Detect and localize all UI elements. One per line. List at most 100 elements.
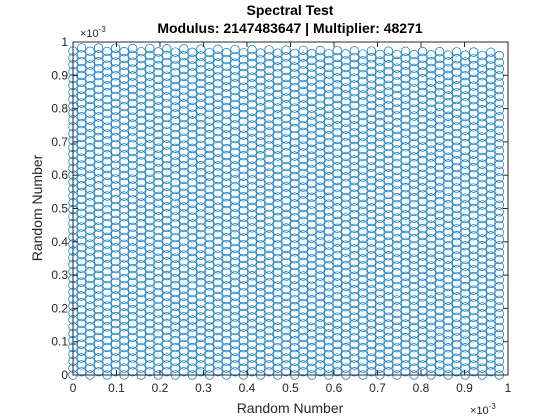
data-point [307, 76, 317, 86]
data-point [443, 132, 453, 142]
data-point [366, 53, 377, 63]
data-point [162, 71, 172, 81]
data-point [341, 165, 351, 175]
data-point [213, 305, 223, 315]
data-point [213, 113, 223, 123]
data-point [136, 335, 146, 346]
data-point [153, 267, 163, 277]
data-point [238, 363, 249, 373]
data-point [452, 142, 462, 152]
data-point [145, 270, 155, 281]
data-point [298, 360, 308, 370]
data-point [400, 305, 411, 316]
data-point [426, 104, 436, 114]
data-point [392, 343, 402, 353]
data-point [196, 229, 206, 240]
y-tick-label: 0.4 [51, 235, 68, 249]
data-point [383, 94, 394, 104]
data-point [272, 295, 283, 305]
data-point [298, 250, 308, 261]
data-point [145, 188, 155, 198]
data-point [187, 136, 198, 147]
data-point [307, 103, 317, 113]
data-point [119, 170, 129, 181]
data-point [238, 336, 249, 346]
data-point [375, 104, 385, 114]
data-point [93, 250, 104, 260]
data-point [358, 240, 368, 250]
data-point [170, 88, 180, 98]
data-point [110, 284, 121, 294]
data-point [102, 74, 112, 84]
data-point [460, 295, 470, 305]
data-point [230, 58, 240, 68]
data-point [213, 367, 223, 377]
data-point [110, 270, 121, 281]
data-point [204, 329, 215, 339]
data-point [145, 153, 155, 164]
data-point [392, 70, 402, 80]
data-point [230, 133, 240, 144]
data-point [136, 115, 146, 126]
data-point [204, 288, 215, 298]
data-point [486, 115, 496, 125]
data-point [247, 250, 257, 260]
data-point [358, 131, 368, 141]
data-point [128, 140, 138, 150]
data-point [434, 353, 445, 363]
data-point [460, 336, 470, 346]
x-tick-label: 0.2 [152, 381, 169, 395]
data-point [221, 233, 232, 243]
data-point [307, 172, 317, 182]
data-point [179, 64, 189, 75]
data-point [110, 133, 121, 143]
data-point [494, 50, 504, 61]
data-point [136, 329, 146, 339]
data-point [264, 216, 274, 226]
data-point [290, 260, 300, 271]
data-point [494, 98, 504, 108]
data-point [128, 353, 138, 363]
data-point [460, 84, 470, 94]
data-point [272, 171, 283, 182]
data-point [486, 285, 496, 295]
data-point [383, 148, 394, 159]
data-point [434, 271, 445, 282]
data-point [247, 195, 257, 206]
data-point [290, 267, 300, 278]
data-point [486, 224, 496, 234]
data-point [247, 86, 257, 96]
data-point [452, 305, 462, 316]
data-point [417, 128, 428, 138]
data-point [264, 141, 274, 151]
data-point [153, 212, 163, 222]
data-point [136, 47, 146, 57]
data-point [230, 106, 240, 116]
data-point [494, 288, 504, 299]
data-point [170, 212, 180, 222]
data-point [110, 222, 121, 232]
data-point [255, 336, 266, 346]
data-point [383, 196, 394, 206]
data-point [298, 59, 308, 69]
data-point [392, 206, 402, 216]
data-point [187, 150, 198, 160]
data-point [315, 305, 325, 315]
data-point [477, 295, 487, 305]
data-point [170, 342, 180, 353]
data-point [486, 135, 496, 146]
data-point [110, 243, 121, 253]
data-point [332, 257, 342, 268]
data-point [213, 78, 223, 89]
data-point [469, 278, 479, 289]
data-point [272, 288, 283, 298]
data-point [76, 346, 87, 356]
data-point [392, 111, 402, 121]
data-point [290, 76, 300, 86]
data-point [281, 271, 291, 281]
data-point [349, 319, 360, 329]
data-point [400, 326, 411, 336]
data-point [204, 253, 215, 263]
data-point [179, 119, 189, 130]
